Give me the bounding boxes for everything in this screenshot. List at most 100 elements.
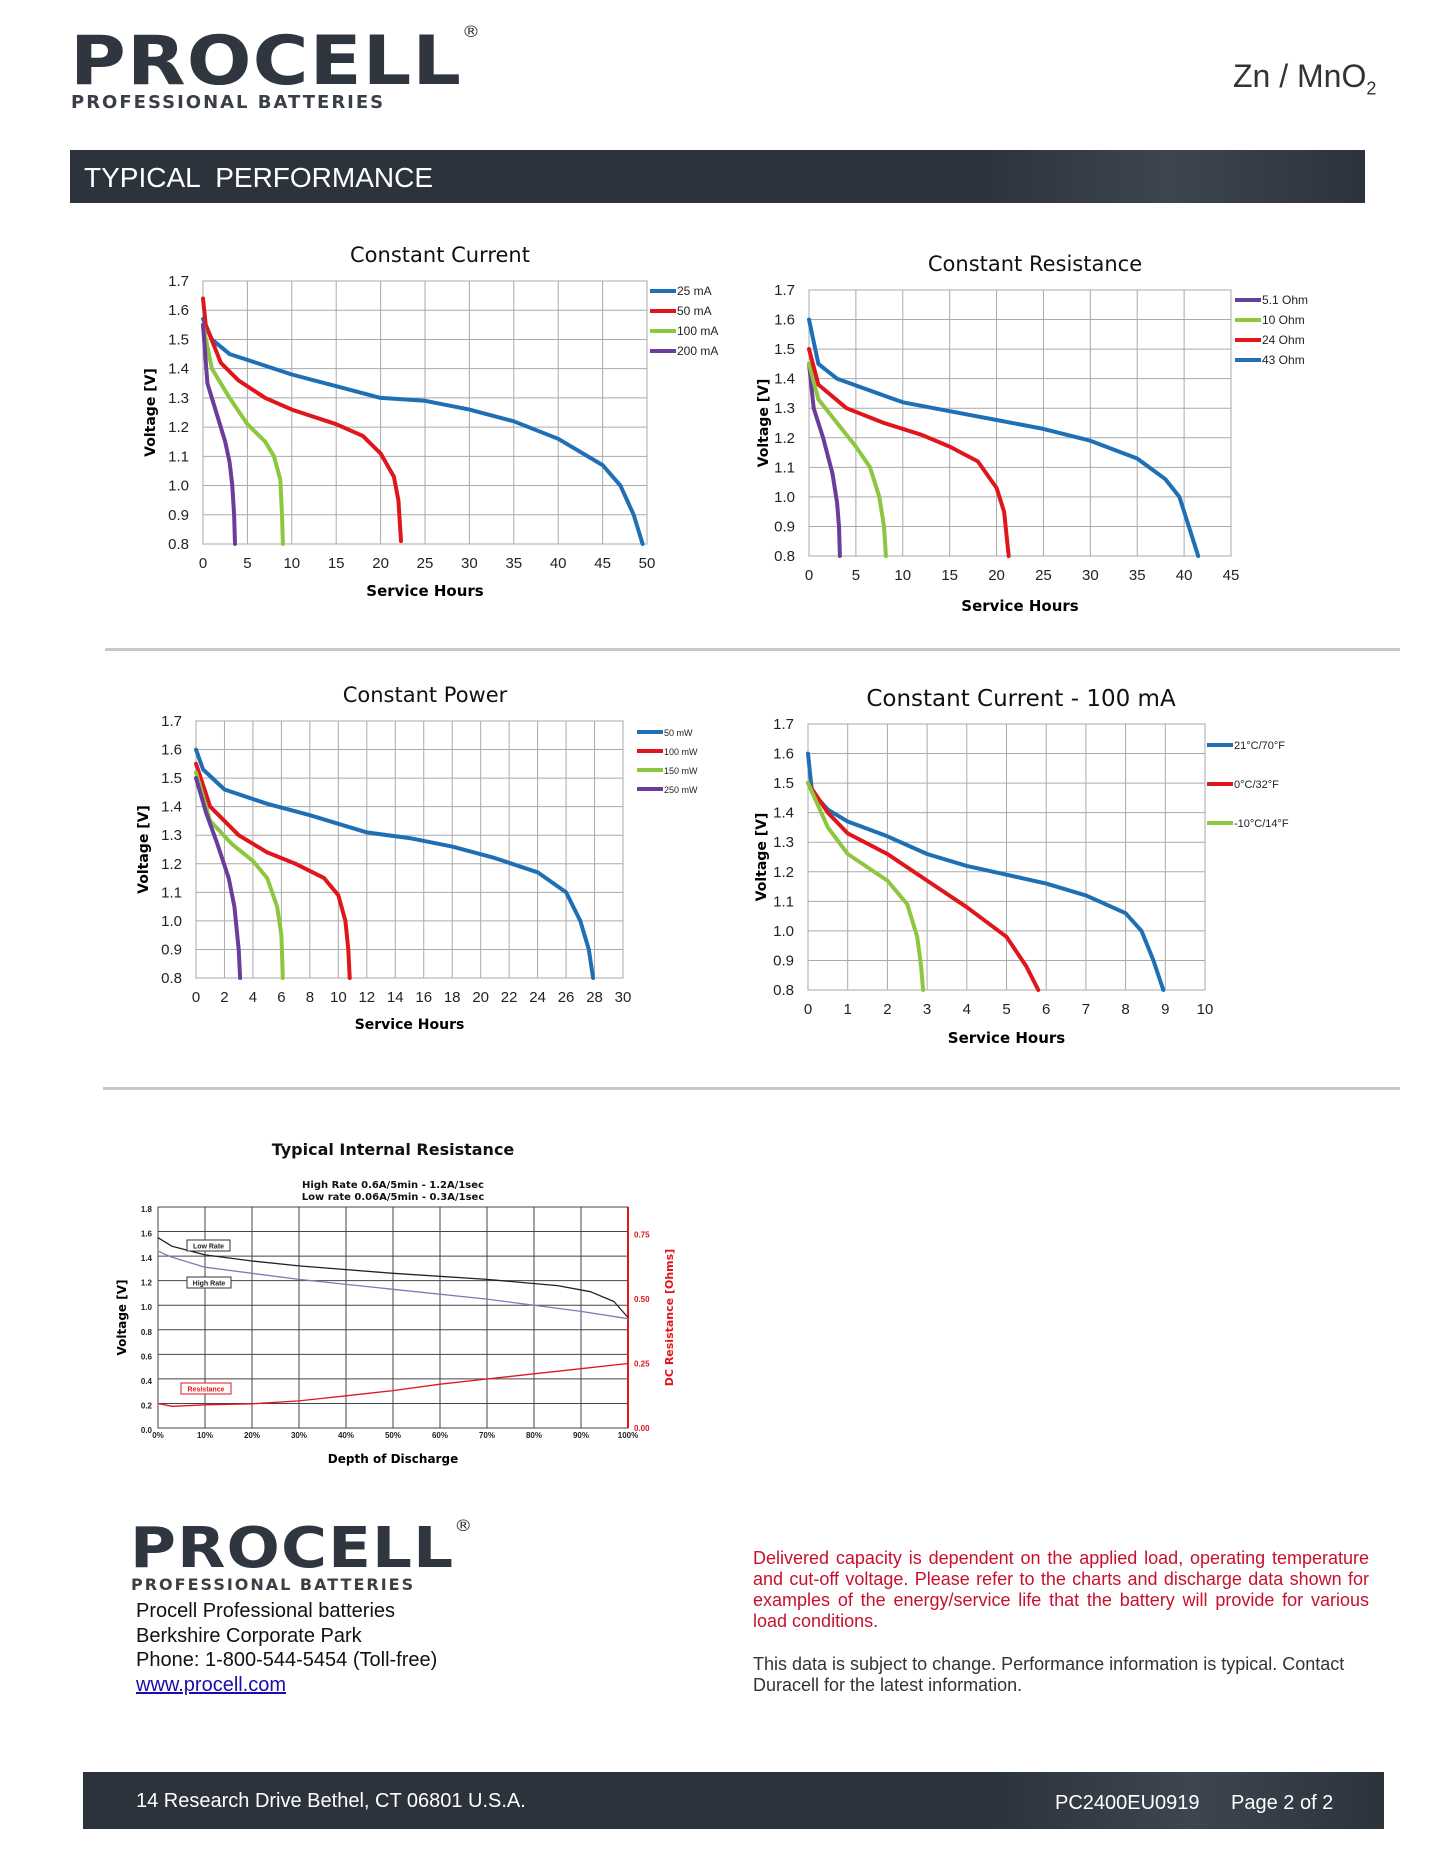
y-tick-label: 0.6	[141, 1352, 153, 1361]
divider-2	[103, 1087, 1400, 1090]
x-tick-label: 30	[461, 555, 478, 572]
series-label-box	[186, 1276, 232, 1289]
y-tick-label: 1.2	[168, 419, 189, 436]
legend-label: 100 mW	[664, 747, 698, 757]
section-header-bar: TYPICAL PERFORMANCE	[70, 150, 1365, 203]
series-line-resistance	[157, 1362, 629, 1407]
series-label: Low Rate	[193, 1244, 224, 1251]
series-line-50-mw	[194, 747, 596, 980]
series-line-200-ma	[201, 322, 237, 546]
x-tick-label: 10%	[197, 1431, 213, 1440]
y-tick-label: 1.1	[161, 884, 182, 901]
y-tick-label: 0.2	[141, 1401, 153, 1410]
x-tick-label: 2	[220, 989, 228, 1006]
x-tick-label: 0	[805, 567, 813, 584]
x-tick-label: 20	[372, 555, 389, 572]
website-link[interactable]: www.procell.com	[136, 1673, 287, 1696]
chart2-title: Constant Resistance	[927, 252, 1143, 276]
y-tick-label: 1.4	[168, 361, 189, 378]
y-tick-label: 0.8	[773, 982, 794, 999]
y-tick-label: 1.6	[773, 746, 794, 763]
legend-label: -10°C/14°F	[1234, 818, 1289, 830]
series-line-43-ohm	[807, 317, 1201, 558]
x-tick-label: 10	[894, 567, 911, 584]
y-tick-label: 1.7	[168, 273, 189, 290]
y-tick-label: 0.9	[168, 507, 189, 524]
series-line-0-c-32-f	[806, 781, 1041, 992]
footer-street-address: 14 Research Drive Bethel, CT 06801 U.S.A…	[136, 1790, 526, 1812]
y-tick-label: 1.3	[774, 400, 795, 417]
x-tick-label: 20	[472, 989, 489, 1006]
y-tick-label: 1.5	[774, 341, 795, 358]
y-tick-label: 1.6	[168, 302, 189, 319]
x-tick-label: 45	[594, 555, 611, 572]
series-line-25-ma	[201, 317, 645, 546]
series-line--10-c-14-f	[806, 781, 926, 992]
x-tick-label: 40	[1176, 567, 1193, 584]
legend-label: 24 Ohm	[1262, 333, 1305, 347]
x-axis-label: Service Hours	[366, 582, 484, 600]
y-tick-label: 1.6	[774, 312, 795, 329]
legend-label: 200 mA	[677, 344, 718, 358]
series-line-high-rate	[157, 1250, 629, 1320]
y-tick-label: 1.4	[161, 799, 182, 816]
series-label: Resistance	[188, 1387, 225, 1394]
x-tick-label: 16	[415, 989, 432, 1006]
x-tick-label: 30	[615, 989, 632, 1006]
x-tick-label: 15	[328, 555, 345, 572]
x-tick-label: 8	[306, 989, 314, 1006]
x-tick-label: 22	[501, 989, 518, 1006]
brand-name: PROCELL	[70, 22, 463, 101]
x-tick-label: 28	[586, 989, 603, 1006]
chemistry-label: Zn / MnO2	[1233, 58, 1376, 99]
y-tick-label: 0.8	[774, 548, 795, 565]
series-label-box	[186, 1239, 231, 1252]
x-tick-label: 35	[1129, 567, 1146, 584]
x-tick-label: 14	[387, 989, 404, 1006]
y-tick-label: 1.0	[141, 1303, 153, 1312]
legend-label: 43 Ohm	[1262, 353, 1305, 367]
address-line: Berkshire Corporate Park	[136, 1624, 362, 1647]
plot-area	[195, 720, 624, 979]
x-tick-label: 90%	[573, 1431, 589, 1440]
y-tick-label: 0.8	[161, 970, 182, 987]
legend-label: 5.1 Ohm	[1262, 293, 1308, 307]
x-tick-label: 30%	[291, 1431, 307, 1440]
series-line-100-ma	[201, 322, 285, 546]
y-tick-label: 0.9	[774, 518, 795, 535]
y-tick-label: 1.0	[168, 478, 189, 495]
y-tick-label: 1.5	[168, 331, 189, 348]
x-tick-label: 5	[243, 555, 251, 572]
x-tick-label: 50%	[385, 1431, 401, 1440]
x-tick-label: 40%	[338, 1431, 354, 1440]
registered-mark: ®	[462, 22, 482, 41]
series-line-100-mw	[194, 761, 352, 980]
series-label: High Rate	[193, 1281, 226, 1288]
x-axis-label: Service Hours	[961, 597, 1079, 615]
x-tick-label: 0%	[152, 1431, 164, 1440]
y2-tick-label: 0.25	[634, 1360, 650, 1369]
x-tick-label: 70%	[479, 1431, 495, 1440]
y-axis-label: Voltage [V]	[136, 805, 152, 894]
legend-label: 50 mW	[664, 728, 693, 738]
y-tick-label: 1.3	[773, 834, 794, 851]
y-tick-label: 1.2	[773, 864, 794, 881]
x-tick-label: 10	[330, 989, 347, 1006]
y-tick-label: 1.2	[161, 856, 182, 873]
y-tick-label: 1.3	[161, 827, 182, 844]
y-tick-label: 0.9	[773, 952, 794, 969]
x-axis-label: Depth of Discharge	[328, 1452, 458, 1466]
x-tick-label: 25	[417, 555, 434, 572]
x-tick-label: 100%	[618, 1431, 638, 1440]
chart5-title: Typical Internal Resistance	[271, 1140, 515, 1159]
footer-address: Procell Professional batteries Berkshire…	[136, 1599, 437, 1697]
divider-1	[105, 648, 1400, 651]
series-line-24-ohm	[807, 347, 1011, 558]
y-tick-label: 1.4	[141, 1254, 153, 1263]
x-tick-label: 5	[852, 567, 860, 584]
y2-tick-label: 0.50	[634, 1295, 650, 1304]
y-axis-label: Voltage [V]	[754, 813, 770, 902]
x-tick-label: 24	[529, 989, 546, 1006]
y-tick-label: 0.0	[141, 1426, 153, 1435]
